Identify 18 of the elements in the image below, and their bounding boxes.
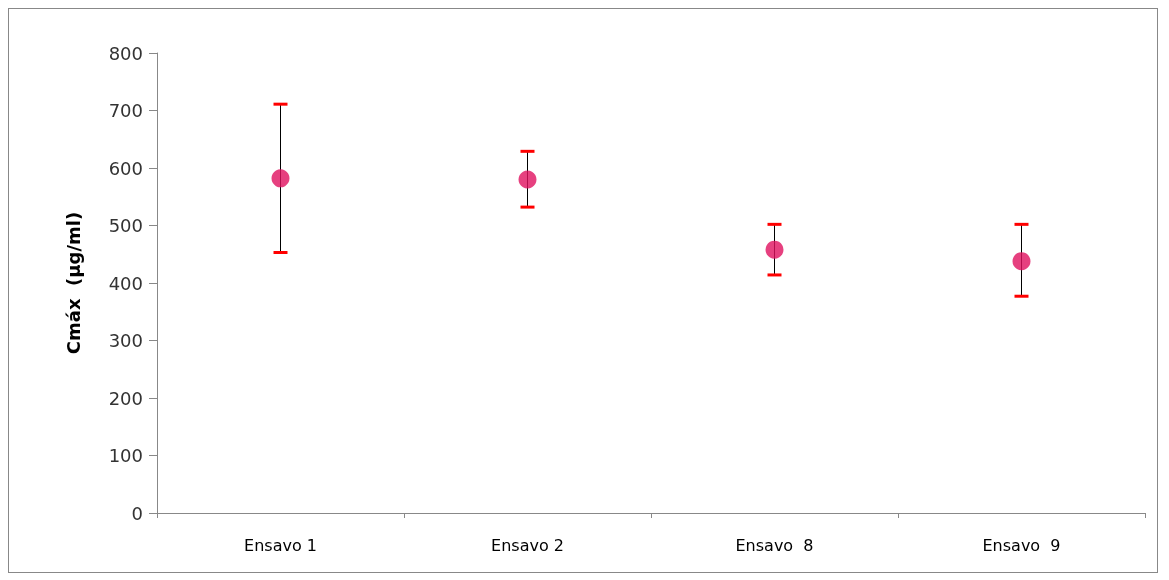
x-tick-label: Ensavo 1	[244, 535, 317, 555]
x-tick-label: Ensavo 8	[735, 535, 814, 555]
point	[1012, 252, 1031, 271]
x-tick-label: Ensavo 9	[982, 535, 1061, 555]
point	[271, 169, 290, 188]
y-tick-label: 500	[108, 215, 143, 236]
y-tick-label: 600	[108, 157, 143, 179]
y-tick-label: 800	[108, 42, 143, 64]
y-tick-label: 700	[108, 100, 143, 121]
point	[518, 170, 537, 189]
point	[765, 240, 784, 259]
y-tick-label: 100	[108, 445, 143, 466]
y-tick-label: 300	[108, 330, 143, 351]
y-tick-label: 200	[108, 387, 143, 409]
y-tick-label: 0	[131, 502, 143, 524]
x-tick-label: Ensavo 2	[491, 535, 564, 555]
y-tick-label: 400	[108, 272, 143, 294]
y-axis-title: Cmáx (µg/ml)	[62, 211, 84, 355]
